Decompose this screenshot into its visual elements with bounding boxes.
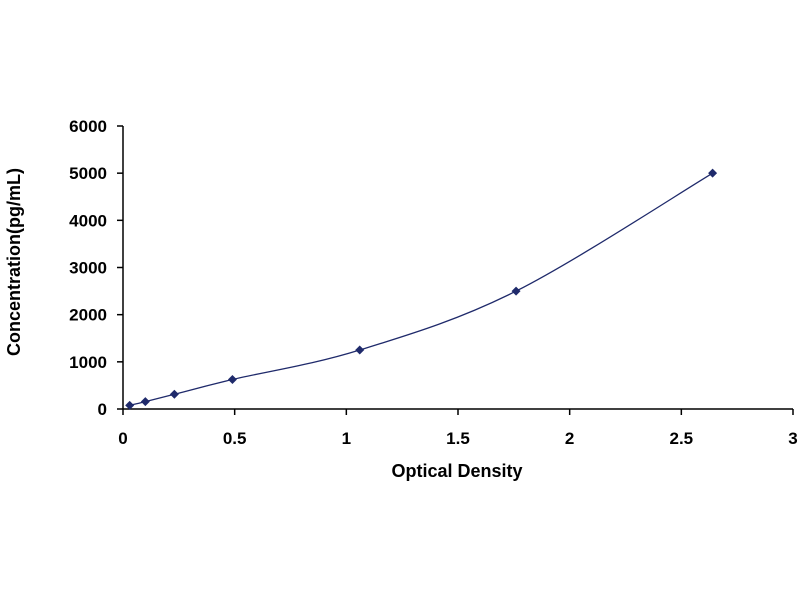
axes	[122, 126, 793, 410]
y-tick-label: 0	[98, 400, 107, 419]
data-point	[708, 168, 718, 178]
y-axis-title: Concentration(pg/mL)	[4, 168, 24, 356]
y-tick-label: 4000	[69, 211, 107, 230]
x-tick-label: 0.5	[223, 429, 247, 448]
x-tick-label: 1	[342, 429, 351, 448]
y-tick-label: 2000	[69, 306, 107, 325]
data-point	[140, 397, 150, 407]
x-tick-label: 3	[788, 429, 797, 448]
points-layer	[125, 168, 718, 410]
x-tick-label: 0	[118, 429, 127, 448]
trend-curve	[129, 172, 713, 406]
curve-layer	[129, 172, 713, 406]
x-tick-label: 1.5	[446, 429, 470, 448]
ticks: 0 1000 2000 3000 4000 5000 6000 0 0.5 1 1.5 2 2.5 3	[69, 117, 798, 448]
y-tick-label: 3000	[69, 259, 107, 278]
data-point	[511, 286, 521, 296]
data-point	[355, 345, 365, 355]
x-axis-title: Optical Density	[391, 461, 522, 481]
y-tick-label: 5000	[69, 164, 107, 183]
data-point	[227, 375, 237, 385]
data-point	[125, 400, 135, 410]
x-tick-label: 2.5	[670, 429, 694, 448]
y-tick-label: 6000	[69, 117, 107, 136]
y-tick-label: 1000	[69, 353, 107, 372]
x-tick-label: 2	[565, 429, 574, 448]
data-point	[169, 389, 179, 399]
